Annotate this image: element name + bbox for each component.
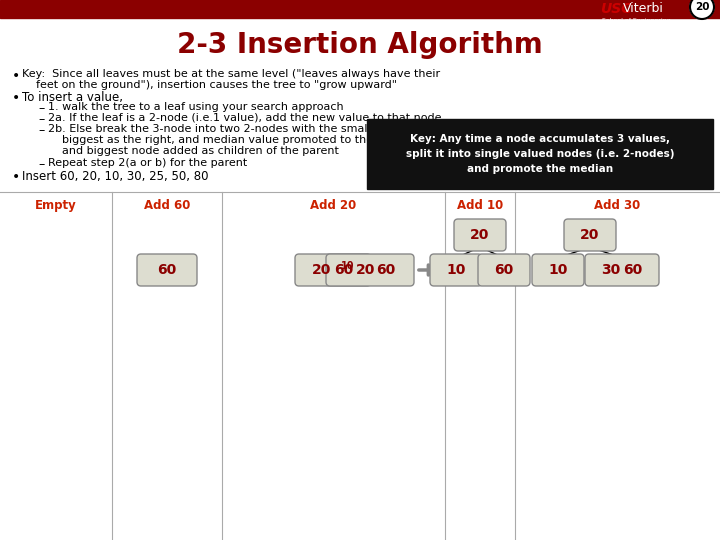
Text: Add 10: Add 10 — [457, 199, 503, 212]
Text: •: • — [12, 69, 20, 83]
Text: USC: USC — [600, 2, 631, 16]
Text: 60: 60 — [377, 263, 395, 277]
Text: Key:  Since all leaves must be at the same level ("leaves always have their: Key: Since all leaves must be at the sam… — [22, 69, 440, 79]
Text: 10: 10 — [446, 263, 466, 277]
Text: –: – — [38, 124, 44, 137]
FancyBboxPatch shape — [430, 254, 482, 286]
FancyBboxPatch shape — [478, 254, 530, 286]
Text: 2b. Else break the 3-node into two 2-nodes with the smallest value as the left,: 2b. Else break the 3-node into two 2-nod… — [48, 124, 485, 134]
FancyBboxPatch shape — [532, 254, 584, 286]
Text: 2a. If the leaf is a 2-node (i.e.1 value), add the new value to that node: 2a. If the leaf is a 2-node (i.e.1 value… — [48, 113, 441, 123]
Text: Key: Any time a node accumulates 3 values,
split it into single valued nodes (i.: Key: Any time a node accumulates 3 value… — [406, 134, 674, 174]
Text: Add 30: Add 30 — [594, 199, 640, 212]
Text: 60: 60 — [624, 263, 643, 277]
FancyBboxPatch shape — [326, 254, 414, 286]
FancyBboxPatch shape — [585, 254, 659, 286]
Text: 20: 20 — [695, 2, 709, 12]
Text: 10: 10 — [549, 263, 567, 277]
Text: 20: 20 — [580, 228, 600, 242]
Text: 60: 60 — [495, 263, 513, 277]
Text: 60: 60 — [158, 263, 176, 277]
Text: School of Engineering: School of Engineering — [602, 18, 670, 23]
Text: 20: 20 — [356, 263, 376, 277]
Text: Repeat step 2(a or b) for the parent: Repeat step 2(a or b) for the parent — [48, 158, 247, 168]
Text: feet on the ground"), insertion causes the tree to "grow upward": feet on the ground"), insertion causes t… — [22, 80, 397, 90]
FancyBboxPatch shape — [295, 254, 371, 286]
FancyBboxPatch shape — [137, 254, 197, 286]
Text: biggest as the right, and median value promoted to the parent with smallest: biggest as the right, and median value p… — [48, 135, 491, 145]
Text: 20: 20 — [470, 228, 490, 242]
Circle shape — [690, 0, 714, 19]
Text: Viterbi: Viterbi — [623, 3, 664, 16]
Text: Insert 60, 20, 10, 30, 25, 50, 80: Insert 60, 20, 10, 30, 25, 50, 80 — [22, 170, 209, 183]
Text: Empty: Empty — [35, 199, 77, 212]
Text: 30: 30 — [601, 263, 621, 277]
Text: 1. walk the tree to a leaf using your search approach: 1. walk the tree to a leaf using your se… — [48, 102, 343, 112]
Text: –: – — [38, 158, 44, 171]
Text: –: – — [38, 113, 44, 126]
FancyBboxPatch shape — [564, 219, 616, 251]
Text: 10: 10 — [341, 261, 355, 271]
Text: 60: 60 — [334, 263, 354, 277]
Text: 20: 20 — [312, 263, 332, 277]
Text: Add 60: Add 60 — [144, 199, 190, 212]
Text: •: • — [12, 91, 20, 105]
Text: 2-3 Insertion Algorithm: 2-3 Insertion Algorithm — [177, 31, 543, 59]
Text: –: – — [38, 102, 44, 115]
Text: and biggest node added as children of the parent: and biggest node added as children of th… — [48, 146, 339, 156]
Bar — [0, 0, 720, 18]
Text: •: • — [12, 170, 20, 184]
FancyBboxPatch shape — [454, 219, 506, 251]
FancyBboxPatch shape — [367, 119, 713, 189]
Text: Add 20: Add 20 — [310, 199, 356, 212]
Text: To insert a value,: To insert a value, — [22, 91, 123, 104]
